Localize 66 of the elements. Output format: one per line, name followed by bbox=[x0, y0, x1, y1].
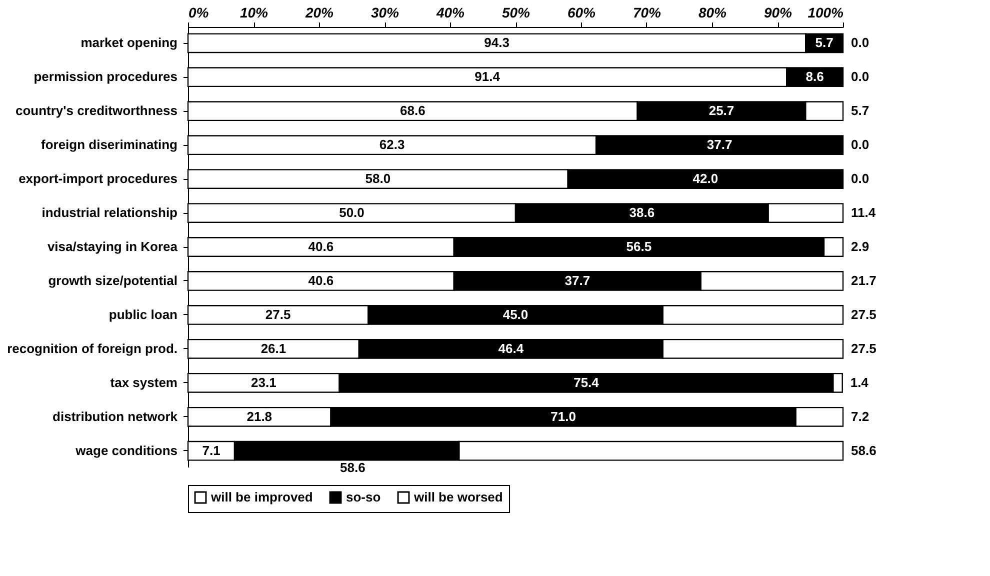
y-tick-label: tax system bbox=[110, 374, 178, 390]
x-tick-label: 20% bbox=[304, 4, 334, 20]
legend-label: will be improved bbox=[210, 490, 313, 505]
y-tick-label: visa/staying in Korea bbox=[47, 239, 178, 254]
data-label: 27.5 bbox=[851, 306, 876, 322]
data-label: 58.0 bbox=[365, 171, 391, 186]
data-label: 68.6 bbox=[400, 103, 426, 118]
x-tick-label: 70% bbox=[632, 4, 662, 20]
data-label: 11.4 bbox=[851, 205, 876, 220]
y-tick-label: recognition of foreign prod. bbox=[7, 340, 178, 356]
data-label: 91.4 bbox=[474, 69, 501, 84]
data-label: 21.7 bbox=[851, 272, 876, 288]
data-label: 58.6 bbox=[851, 442, 876, 458]
x-tick-label: 50% bbox=[502, 4, 531, 20]
y-tick-label: foreign diseriminating bbox=[40, 137, 178, 152]
y-tick-label: public loan bbox=[108, 306, 178, 322]
data-label: 42.0 bbox=[692, 171, 718, 186]
x-tick-label: 40% bbox=[435, 4, 466, 20]
data-label: 0.0 bbox=[851, 137, 870, 152]
data-label: 8.6 bbox=[806, 69, 824, 84]
annotation: 58.6 bbox=[340, 460, 366, 475]
y-tick-label: market opening bbox=[80, 35, 178, 50]
y-tick-label: permission procedures bbox=[34, 69, 178, 84]
y-tick-label: industrial relationship bbox=[42, 205, 178, 220]
data-label: 27.5 bbox=[851, 340, 876, 356]
data-label: 45.0 bbox=[502, 306, 528, 322]
y-tick-label: wage conditions bbox=[74, 442, 178, 458]
x-tick-label: 90% bbox=[764, 4, 793, 20]
data-label: 7.1 bbox=[202, 442, 220, 458]
y-tick-label: country's creditworthness bbox=[15, 103, 178, 118]
x-tick-label: 80% bbox=[698, 4, 728, 20]
y-tick-label: growth size/potential bbox=[48, 272, 178, 288]
data-label: 5.7 bbox=[851, 103, 870, 118]
data-label: 50.0 bbox=[339, 205, 364, 220]
data-label: 37.7 bbox=[564, 272, 590, 288]
x-tick-label: 0% bbox=[188, 4, 210, 20]
data-label: 38.6 bbox=[629, 205, 655, 220]
data-label: 56.5 bbox=[626, 239, 652, 254]
legend-label: so-so bbox=[346, 490, 381, 505]
x-tick-label: 10% bbox=[240, 4, 269, 20]
data-label: 46.4 bbox=[498, 340, 524, 356]
data-label: 71.0 bbox=[550, 408, 576, 424]
data-label: 7.2 bbox=[851, 408, 870, 424]
data-label: 5.7 bbox=[815, 35, 834, 50]
data-label: 0.0 bbox=[851, 69, 870, 84]
data-label: 75.4 bbox=[574, 374, 600, 390]
y-tick-label: export-import procedures bbox=[18, 171, 178, 186]
data-label: 94.3 bbox=[484, 35, 510, 50]
x-tick-label: 30% bbox=[370, 4, 400, 20]
data-label: 23.1 bbox=[250, 374, 276, 390]
data-label: 1.4 bbox=[850, 374, 870, 390]
data-label: 62.3 bbox=[379, 137, 405, 152]
data-label: 0.0 bbox=[851, 171, 870, 186]
data-label: 40.6 bbox=[308, 272, 334, 288]
data-label: 25.7 bbox=[708, 103, 734, 118]
x-tick-label: 60% bbox=[567, 4, 596, 20]
y-tick-label: distribution network bbox=[52, 408, 178, 424]
data-label: 27.5 bbox=[265, 306, 291, 322]
x-tick-label: 100% bbox=[808, 4, 844, 20]
data-label: 40.6 bbox=[308, 239, 334, 254]
legend-label: will be worsed bbox=[413, 490, 503, 505]
data-label: 0.0 bbox=[851, 35, 870, 50]
data-label: 2.9 bbox=[851, 239, 870, 254]
data-label: 21.8 bbox=[246, 408, 272, 424]
data-label: 26.1 bbox=[260, 340, 286, 356]
data-label: 37.7 bbox=[706, 137, 732, 152]
